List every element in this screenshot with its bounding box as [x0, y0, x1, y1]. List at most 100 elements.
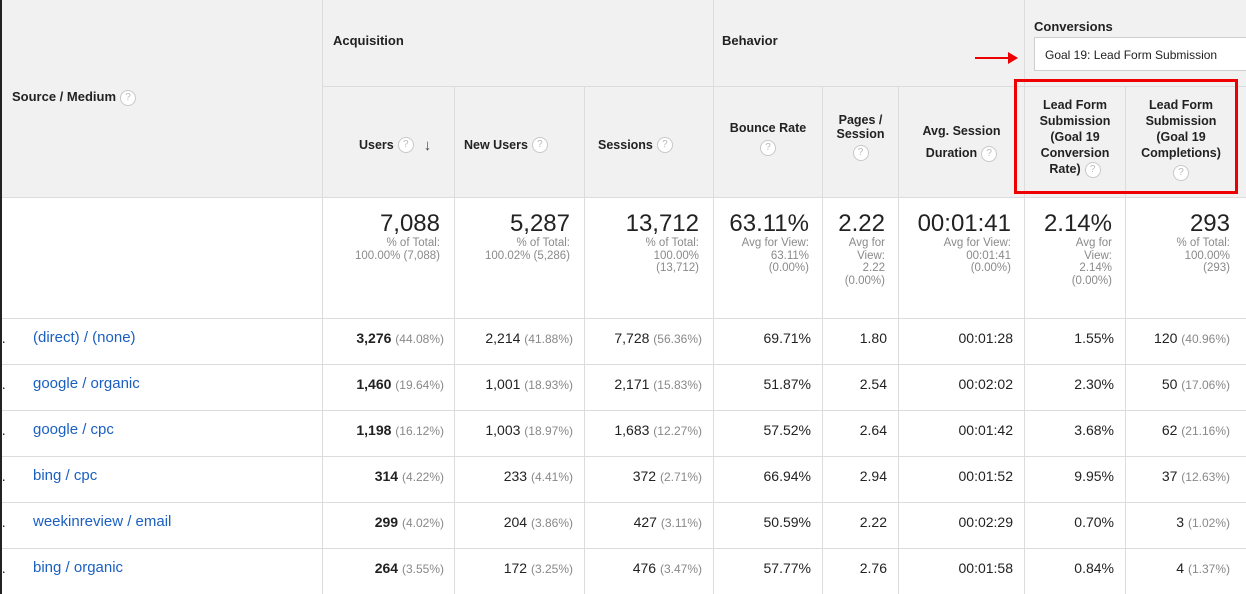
- completions-percent: (12.63%): [1181, 470, 1230, 484]
- conversion-rate-cell: 2.30%: [1074, 376, 1114, 392]
- goal-conversion-rate-column-header[interactable]: Lead Form Submission (Goal 19 Conversion Rat…: [1039, 98, 1111, 178]
- new-users-percent: (4.41%): [530, 470, 573, 484]
- bounce-rate-cell: 51.87%: [763, 376, 811, 392]
- acquisition-group-header: Acquisition: [333, 33, 404, 48]
- sessions-percent: (15.83%): [653, 378, 702, 392]
- sessions-column-header[interactable]: Sessions?: [598, 135, 673, 155]
- red-arrow-annotation: [975, 57, 1011, 59]
- help-icon[interactable]: ?: [120, 89, 137, 106]
- avg-duration-cell: 00:01:52: [958, 468, 1014, 484]
- row-number: 6.: [0, 560, 6, 576]
- completions-cell: 50 (17.06%): [1162, 376, 1230, 392]
- new-users-percent: (3.25%): [530, 562, 573, 576]
- help-icon[interactable]: ?: [1173, 165, 1189, 181]
- users-percent: (4.02%): [401, 516, 444, 530]
- users-cell: 3,276 (44.08%): [356, 330, 444, 346]
- completions-value: 3: [1176, 514, 1185, 530]
- avg-duration-cell: 00:02:29: [958, 514, 1014, 530]
- new-users-value: 1,003: [485, 422, 521, 438]
- help-icon[interactable]: ?: [656, 137, 673, 153]
- sessions-percent: (12.27%): [653, 424, 702, 438]
- divider: [1125, 86, 1126, 594]
- new-users-percent: (18.97%): [524, 424, 573, 438]
- total-conversion-rate: 2.14% Avg for View: 2.14% (0.00%): [1043, 210, 1112, 287]
- new-users-percent: (3.86%): [530, 516, 573, 530]
- help-icon[interactable]: ?: [852, 145, 869, 161]
- source-medium-link[interactable]: google / cpc: [33, 421, 114, 438]
- sessions-cell: 372 (2.71%): [633, 468, 702, 484]
- pages-session-cell: 1.80: [859, 330, 887, 346]
- completions-percent: (1.37%): [1187, 562, 1230, 576]
- users-percent: (44.08%): [395, 332, 444, 346]
- divider: [0, 456, 1246, 457]
- new-users-column-header[interactable]: New Users?: [464, 135, 548, 155]
- completions-value: 62: [1161, 422, 1178, 438]
- sessions-cell: 2,171 (15.83%): [614, 376, 702, 392]
- completions-percent: (17.06%): [1181, 378, 1230, 392]
- sessions-percent: (2.71%): [659, 470, 702, 484]
- divider: [0, 197, 1246, 198]
- completions-cell: 37 (12.63%): [1162, 468, 1230, 484]
- users-percent: (3.55%): [401, 562, 444, 576]
- divider: [1024, 0, 1025, 594]
- total-bounce-rate: 63.11% Avg for View: 63.11% (0.00%): [729, 210, 809, 275]
- source-medium-link[interactable]: bing / cpc: [33, 467, 98, 484]
- bounce-rate-cell: 50.59%: [763, 514, 811, 530]
- row-number: 5.: [0, 514, 6, 530]
- avg-duration-cell: 00:01:58: [958, 560, 1014, 576]
- source-medium-link[interactable]: (direct) / (none): [33, 329, 136, 346]
- row-number: 1.: [0, 330, 6, 346]
- sessions-cell: 1,683 (12.27%): [614, 422, 702, 438]
- help-icon[interactable]: ?: [981, 145, 998, 162]
- new-users-value: 204: [503, 514, 528, 530]
- row-number: 2.: [0, 376, 6, 392]
- bounce-rate-cell: 66.94%: [763, 468, 811, 484]
- new-users-cell: 1,001 (18.93%): [485, 376, 573, 392]
- goal-completions-column-header[interactable]: Lead Form Submission (Goal 19 Completions)?: [1126, 97, 1236, 181]
- conversion-rate-cell: 0.84%: [1074, 560, 1114, 576]
- help-icon[interactable]: ?: [531, 137, 548, 153]
- conversion-rate-cell: 9.95%: [1074, 468, 1114, 484]
- pages-session-column-header[interactable]: Pages / Session?: [823, 113, 898, 161]
- sessions-value: 476: [632, 560, 657, 576]
- sessions-cell: 476 (3.47%): [633, 560, 702, 576]
- pages-session-cell: 2.54: [859, 376, 887, 392]
- total-users: 7,088 % of Total: 100.00% (7,088): [354, 210, 440, 262]
- help-icon[interactable]: ?: [1084, 161, 1101, 178]
- bounce-rate-column-header[interactable]: Bounce Rate?: [714, 120, 822, 156]
- help-icon[interactable]: ?: [397, 137, 414, 153]
- avg-session-duration-column-header[interactable]: Avg. Session Duration?: [922, 124, 1001, 162]
- help-icon[interactable]: ?: [760, 140, 776, 156]
- source-medium-link[interactable]: google / organic: [33, 375, 140, 392]
- total-sessions: 13,712 % of Total: 100.00% (13,712): [625, 210, 699, 275]
- bounce-rate-cell: 69.71%: [763, 330, 811, 346]
- users-column-header[interactable]: Users? ↓: [359, 136, 432, 154]
- sessions-value: 1,683: [614, 422, 650, 438]
- new-users-cell: 1,003 (18.97%): [485, 422, 573, 438]
- new-users-cell: 233 (4.41%): [504, 468, 573, 484]
- row-number: 4.: [0, 468, 6, 484]
- avg-duration-cell: 00:02:02: [958, 376, 1014, 392]
- total-new-users: 5,287 % of Total: 100.02% (5,286): [484, 210, 570, 262]
- total-avg-duration: 00:01:41 Avg for View: 00:01:41 (0.00%): [917, 210, 1011, 275]
- divider: [0, 364, 1246, 365]
- users-cell: 1,198 (16.12%): [356, 422, 444, 438]
- users-value: 1,460: [356, 376, 392, 392]
- completions-cell: 120 (40.96%): [1154, 330, 1230, 346]
- sessions-value: 2,171: [614, 376, 650, 392]
- conversion-rate-cell: 3.68%: [1074, 422, 1114, 438]
- completions-value: 37: [1161, 468, 1178, 484]
- divider: [0, 502, 1246, 503]
- bounce-rate-cell: 57.52%: [763, 422, 811, 438]
- new-users-value: 233: [503, 468, 528, 484]
- source-medium-header[interactable]: Source / Medium?: [12, 89, 137, 106]
- users-value: 264: [374, 560, 399, 576]
- completions-cell: 4 (1.37%): [1176, 560, 1230, 576]
- users-percent: (19.64%): [395, 378, 444, 392]
- goal-select-dropdown[interactable]: Goal 19: Lead Form Submission: [1034, 37, 1246, 71]
- source-medium-link[interactable]: bing / organic: [33, 559, 124, 576]
- divider: [0, 548, 1246, 549]
- red-highlight-box-annotation: [1014, 79, 1238, 194]
- source-medium-link[interactable]: weekinreview / email: [33, 513, 172, 530]
- row-number: 3.: [0, 422, 6, 438]
